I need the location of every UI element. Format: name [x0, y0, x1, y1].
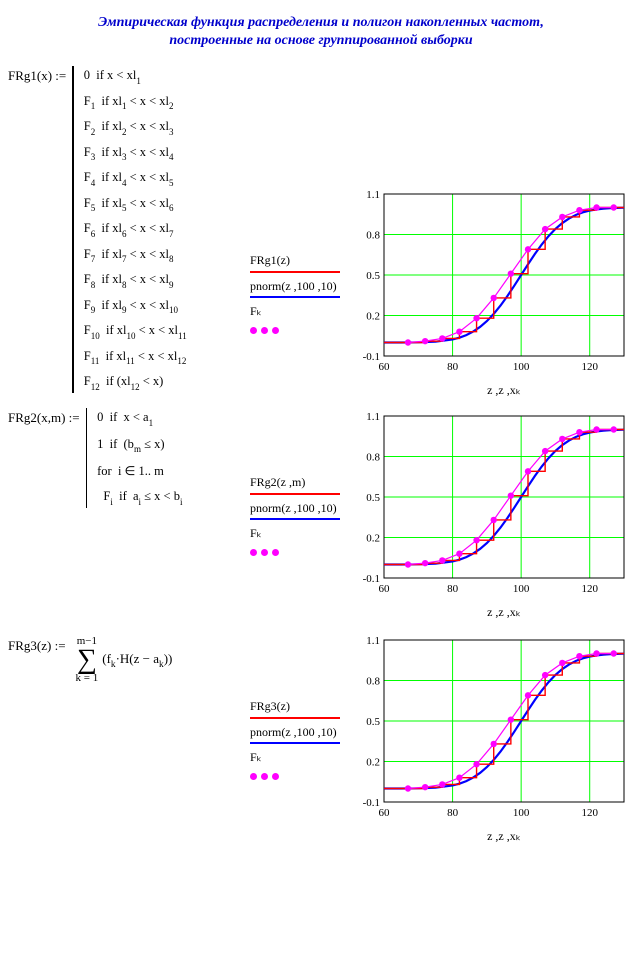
svg-text:120: 120 [581, 361, 598, 373]
svg-text:1.1: 1.1 [366, 635, 380, 647]
svg-text:0.5: 0.5 [366, 716, 380, 728]
frg1-case-line: F5 if xl5 < x < xl6 [84, 196, 187, 213]
svg-text:100: 100 [513, 361, 530, 373]
svg-text:z ,z ,xₖ: z ,z ,xₖ [487, 829, 521, 843]
legend-1-b: pnorm(z ,100 ,10) [250, 278, 340, 295]
frg1-case-line: F2 if xl2 < x < xl3 [84, 119, 187, 136]
title-l2: построенные на основе группированной выб… [169, 33, 472, 48]
legend-2-b: pnorm(z ,100 ,10) [250, 500, 340, 517]
svg-text:z ,z ,xₖ: z ,z ,xₖ [487, 605, 521, 619]
svg-text:100: 100 [513, 583, 530, 595]
legend-2: FRg2(z ,m) pnorm(z ,100 ,10) Fₖ [250, 474, 340, 561]
legend-dots-icon [250, 768, 340, 785]
frg2-line: Fi if ai ≤ x < bi [97, 489, 182, 506]
frg1-case-line: F12 if (xl12 < x) [84, 374, 187, 391]
svg-text:-0.1: -0.1 [363, 351, 380, 363]
frg1-case-line: F9 if xl9 < x < xl10 [84, 298, 187, 315]
plot-svg: 60 80 100 120 -0.1 0.2 0.5 0.8 1.1 z ,z ,xₖ [350, 186, 630, 400]
frg1-case-line: 0 if x < xl1 [84, 68, 187, 85]
frg2-def: FRg2(x,m) := 0 if x < a1 1 if (bm ≤ x) f… [8, 408, 182, 508]
title-l1: Эмпирическая функция распределения и пол… [98, 15, 544, 30]
svg-text:1.1: 1.1 [366, 189, 380, 201]
frg2-line: 0 if x < a1 [97, 410, 182, 427]
frg1-case-line: F6 if xl6 < x < xl7 [84, 221, 187, 238]
page-title: Эмпирическая функция распределения и пол… [8, 14, 634, 50]
plot-svg: 60 80 100 120 -0.1 0.2 0.5 0.8 1.1 z ,z ,xₖ [350, 408, 630, 622]
legend-3: FRg3(z) pnorm(z ,100 ,10) Fₖ [250, 698, 340, 785]
svg-text:z ,z ,xₖ: z ,z ,xₖ [487, 383, 521, 397]
svg-text:0.8: 0.8 [366, 676, 380, 688]
svg-text:60: 60 [379, 583, 391, 595]
svg-text:80: 80 [447, 361, 459, 373]
frg3-lhs: FRg3(z) := [8, 636, 72, 654]
svg-text:0.2: 0.2 [366, 311, 380, 323]
frg1-case-line: F10 if xl10 < x < xl11 [84, 323, 187, 340]
sum-lower: k = 1 [76, 673, 99, 684]
svg-text:100: 100 [513, 807, 530, 819]
frg1-case-line: F11 if xl11 < x < xl12 [84, 349, 187, 366]
legend-rule-red [250, 493, 340, 495]
chart-1: 60 80 100 120 -0.1 0.2 0.5 0.8 1.1 z ,z ,xₖ [350, 186, 630, 400]
legend-3-a: FRg3(z) [250, 698, 340, 715]
frg3-def: FRg3(z) := m−1 ∑ k = 1 (fk·H(z − ak)) [8, 636, 172, 683]
frg1-case-line: F4 if xl4 < x < xl5 [84, 170, 187, 187]
svg-text:0.2: 0.2 [366, 533, 380, 545]
svg-text:80: 80 [447, 807, 459, 819]
legend-3-b: pnorm(z ,100 ,10) [250, 724, 340, 741]
sigma-icon: ∑ [77, 647, 97, 672]
legend-rule-red [250, 717, 340, 719]
frg1-case-line: F7 if xl7 < x < xl8 [84, 247, 187, 264]
legend-rule-red [250, 271, 340, 273]
legend-1-c: Fₖ [250, 303, 340, 320]
svg-text:80: 80 [447, 583, 459, 595]
svg-text:120: 120 [581, 807, 598, 819]
legend-rule-blue [250, 518, 340, 520]
legend-dots-icon [250, 322, 340, 339]
frg1-def: FRg1(x) := 0 if x < xl1 F1 if xl1 < x < x… [8, 66, 187, 393]
legend-1: FRg1(z) pnorm(z ,100 ,10) Fₖ [250, 252, 340, 339]
frg2-line: 1 if (bm ≤ x) [97, 437, 182, 454]
legend-1-a: FRg1(z) [250, 252, 340, 269]
svg-text:-0.1: -0.1 [363, 573, 380, 585]
chart-2: 60 80 100 120 -0.1 0.2 0.5 0.8 1.1 z ,z ,xₖ [350, 408, 630, 622]
sum-term: (fk·H(z − ak)) [102, 651, 172, 670]
legend-2-c: Fₖ [250, 525, 340, 542]
svg-text:0.8: 0.8 [366, 452, 380, 464]
svg-text:0.2: 0.2 [366, 757, 380, 769]
svg-text:120: 120 [581, 583, 598, 595]
brace-icon [86, 408, 88, 508]
frg1-case-line: F3 if xl3 < x < xl4 [84, 145, 187, 162]
frg1-case-line: F1 if xl1 < x < xl2 [84, 94, 187, 111]
frg1-case-line: F8 if xl8 < x < xl9 [84, 272, 187, 289]
frg1-lhs: FRg1(x) := [8, 66, 72, 84]
svg-text:0.5: 0.5 [366, 270, 380, 282]
frg1-cases: 0 if x < xl1 F1 if xl1 < x < xl2 F2 if xl2… [84, 66, 187, 393]
legend-dots-icon [250, 544, 340, 561]
legend-rule-blue [250, 742, 340, 744]
svg-text:-0.1: -0.1 [363, 797, 380, 809]
plot-svg: 60 80 100 120 -0.1 0.2 0.5 0.8 1.1 z ,z ,xₖ [350, 632, 630, 846]
legend-3-c: Fₖ [250, 749, 340, 766]
svg-text:0.8: 0.8 [366, 230, 380, 242]
frg2-line: for i ∈ 1.. m [97, 463, 182, 479]
frg3-sum: m−1 ∑ k = 1 (fk·H(z − ak)) [72, 636, 173, 683]
brace-icon [72, 66, 74, 393]
legend-rule-blue [250, 296, 340, 298]
svg-text:60: 60 [379, 807, 391, 819]
svg-text:1.1: 1.1 [366, 411, 380, 423]
svg-text:60: 60 [379, 361, 391, 373]
chart-3: 60 80 100 120 -0.1 0.2 0.5 0.8 1.1 z ,z ,xₖ [350, 632, 630, 846]
svg-text:0.5: 0.5 [366, 492, 380, 504]
frg2-lhs: FRg2(x,m) := [8, 408, 86, 426]
frg2-cases: 0 if x < a1 1 if (bm ≤ x) for i ∈ 1.. m … [97, 408, 182, 508]
legend-2-a: FRg2(z ,m) [250, 474, 340, 491]
